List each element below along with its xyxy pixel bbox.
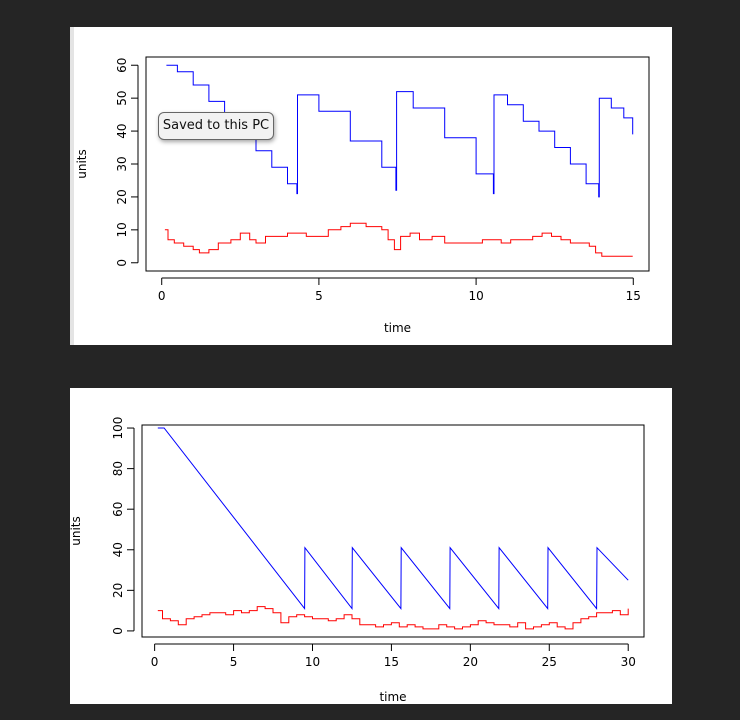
x-tick-label-0: 0 [158,289,166,303]
x-axis-title-1: time [384,321,411,335]
y-tick-label-40: 40 [111,542,125,557]
x-tick-label-25: 25 [542,655,557,669]
y-tick-label-100: 100 [111,417,125,440]
chart-panel-bottom: 0 5 10 15 20 25 30 0 20 40 60 80 100 time units [69,388,672,704]
x-tick-label-5: 5 [315,289,323,303]
series-line-1-2 [164,222,633,257]
saved-tooltip: Saved to this PC [158,112,274,140]
y-tick-label-20: 20 [115,189,129,204]
y-tick-label-50: 50 [115,91,129,106]
y-axis-title-1: units [75,149,89,179]
x-tick-label-15: 15 [384,655,399,669]
y-tick-label-30: 30 [115,156,129,171]
y-tick-label-60: 60 [111,502,125,517]
x-tick-label-15: 15 [626,289,641,303]
x-tick-label-30: 30 [621,655,636,669]
plot-frame-2 [141,424,645,638]
y-tick-label-10: 10 [115,222,129,237]
x-tick-label-0: 0 [151,655,159,669]
x-axis-title-2: time [379,690,406,704]
x-tick-label-20: 20 [463,655,478,669]
y-tick-label-40: 40 [115,123,129,138]
x-tick-label-10: 10 [305,655,320,669]
x-tick-label-5: 5 [230,655,238,669]
series-line-2-2 [157,606,629,630]
x-tick-label-10: 10 [468,289,483,303]
y-tick-label-0: 0 [115,259,129,267]
y-tick-label-20: 20 [111,583,125,598]
y-axis-title-2: units [69,516,83,546]
series-line-2-1 [157,427,629,611]
plot-frame-1 [145,56,650,272]
y-tick-label-80: 80 [111,461,125,476]
panel-edge-highlight [70,27,74,345]
y-tick-label-0: 0 [111,627,125,635]
chart-top: 0 5 10 15 0 10 20 30 40 50 60 time units [75,56,650,335]
y-tick-label-60: 60 [115,58,129,73]
chart-bottom: 0 5 10 15 20 25 30 0 20 40 60 80 100 time units [69,417,645,704]
chart-panel-top: 0 5 10 15 0 10 20 30 40 50 60 time units [70,27,672,345]
